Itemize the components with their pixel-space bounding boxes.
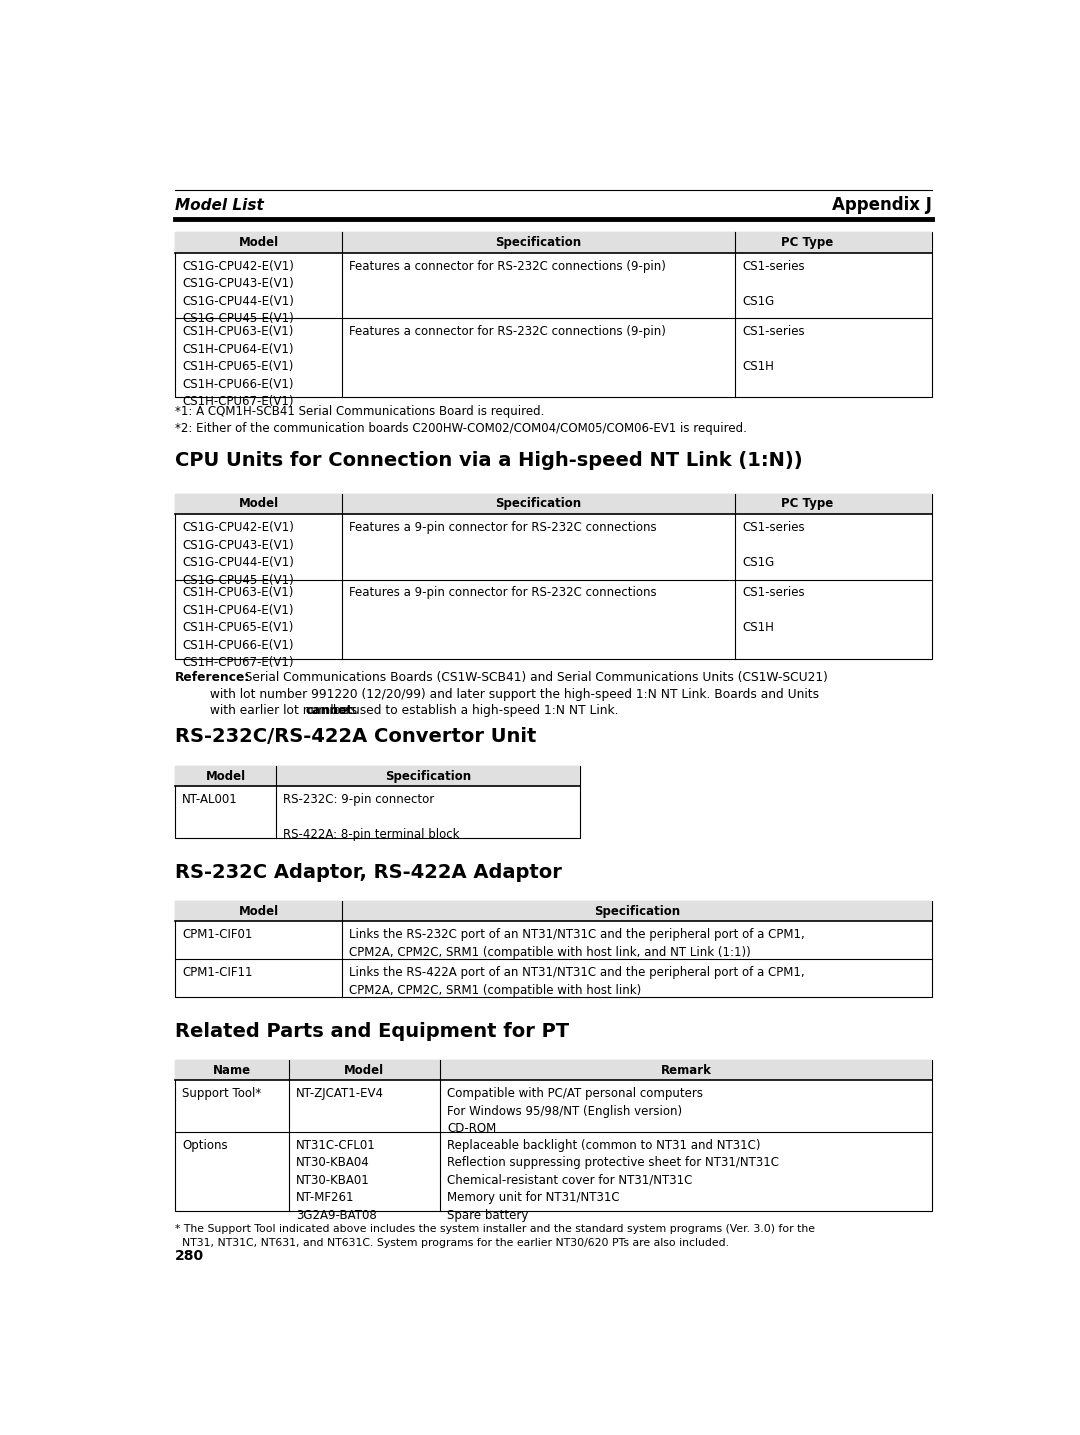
Text: Model: Model: [239, 235, 279, 248]
Text: CPM1-CIF11: CPM1-CIF11: [183, 966, 253, 979]
Text: Features a connector for RS-232C connections (9-pin): Features a connector for RS-232C connect…: [349, 326, 665, 339]
Text: Support Tool*: Support Tool*: [183, 1088, 261, 1101]
Text: 280: 280: [175, 1248, 204, 1263]
Text: CS1H-CPU63-E(V1)
CS1H-CPU64-E(V1)
CS1H-CPU65-E(V1)
CS1H-CPU66-E(V1)
CS1H-CPU67-E: CS1H-CPU63-E(V1) CS1H-CPU64-E(V1) CS1H-C…: [183, 326, 294, 408]
Text: with earlier lot numbers: with earlier lot numbers: [175, 705, 362, 718]
Text: Model: Model: [239, 904, 279, 918]
Bar: [175, 901, 932, 921]
Text: Reference:: Reference:: [175, 672, 251, 684]
Text: RS-232C: 9-pin connector

RS-422A: 8-pin terminal block: RS-232C: 9-pin connector RS-422A: 8-pin …: [283, 794, 460, 841]
Text: Specification: Specification: [496, 235, 581, 248]
Text: Features a 9-pin connector for RS-232C connections: Features a 9-pin connector for RS-232C c…: [349, 521, 657, 534]
Text: Features a connector for RS-232C connections (9-pin): Features a connector for RS-232C connect…: [349, 260, 665, 273]
Text: PC Type: PC Type: [781, 235, 833, 248]
Text: Specification: Specification: [386, 769, 471, 782]
Text: Model: Model: [345, 1063, 384, 1076]
Text: * The Support Tool indicated above includes the system installer and the standar: * The Support Tool indicated above inclu…: [175, 1224, 815, 1248]
Text: Related Parts and Equipment for PT: Related Parts and Equipment for PT: [175, 1022, 569, 1040]
Text: Specification: Specification: [594, 904, 679, 918]
Bar: [175, 494, 932, 514]
Bar: [175, 901, 932, 997]
Text: Model: Model: [239, 498, 279, 511]
Bar: [175, 232, 932, 253]
Text: NT-ZJCAT1-EV4: NT-ZJCAT1-EV4: [296, 1088, 383, 1101]
Text: CS1-series

CS1H: CS1-series CS1H: [742, 587, 805, 634]
Text: CS1-series

CS1G: CS1-series CS1G: [742, 260, 805, 307]
Text: with lot number 991220 (12/20/99) and later support the high-speed 1:N NT Link. : with lot number 991220 (12/20/99) and la…: [175, 687, 820, 700]
Text: CS1G-CPU42-E(V1)
CS1G-CPU43-E(V1)
CS1G-CPU44-E(V1)
CS1G-CPU45-E(V1): CS1G-CPU42-E(V1) CS1G-CPU43-E(V1) CS1G-C…: [183, 521, 294, 587]
Text: Appendix J: Appendix J: [832, 197, 932, 214]
Bar: [175, 1060, 932, 1081]
Bar: [175, 766, 580, 786]
Text: Model List: Model List: [175, 198, 264, 212]
Text: RS-232C Adaptor, RS-422A Adaptor: RS-232C Adaptor, RS-422A Adaptor: [175, 862, 563, 881]
Text: Model: Model: [206, 769, 246, 782]
Text: Remark: Remark: [661, 1063, 712, 1076]
Text: Compatible with PC/AT personal computers
For Windows 95/98/NT (English version)
: Compatible with PC/AT personal computers…: [447, 1088, 703, 1135]
Text: be used to establish a high-speed 1:N NT Link.: be used to establish a high-speed 1:N NT…: [328, 705, 618, 718]
Bar: [175, 494, 932, 659]
Bar: [175, 766, 580, 838]
Text: CS1-series

CS1H: CS1-series CS1H: [742, 326, 805, 373]
Text: CS1G-CPU42-E(V1)
CS1G-CPU43-E(V1)
CS1G-CPU44-E(V1)
CS1G-CPU45-E(V1): CS1G-CPU42-E(V1) CS1G-CPU43-E(V1) CS1G-C…: [183, 260, 294, 326]
Text: Links the RS-422A port of an NT31/NT31C and the peripheral port of a CPM1,
CPM2A: Links the RS-422A port of an NT31/NT31C …: [349, 966, 805, 996]
Text: Specification: Specification: [496, 498, 581, 511]
Text: CPM1-CIF01: CPM1-CIF01: [183, 928, 253, 941]
Text: *1: A CQM1H-SCB41 Serial Communications Board is required.: *1: A CQM1H-SCB41 Serial Communications …: [175, 405, 544, 418]
Text: RS-232C/RS-422A Convertor Unit: RS-232C/RS-422A Convertor Unit: [175, 728, 537, 746]
Text: PC Type: PC Type: [781, 498, 833, 511]
Text: *2: Either of the communication boards C200HW-COM02/COM04/COM05/COM06-EV1 is req: *2: Either of the communication boards C…: [175, 422, 747, 435]
Text: NT-AL001: NT-AL001: [183, 794, 238, 806]
Text: Links the RS-232C port of an NT31/NT31C and the peripheral port of a CPM1,
CPM2A: Links the RS-232C port of an NT31/NT31C …: [349, 928, 805, 959]
Text: CS1-series

CS1G: CS1-series CS1G: [742, 521, 805, 570]
Text: Options: Options: [183, 1139, 228, 1152]
Text: Features a 9-pin connector for RS-232C connections: Features a 9-pin connector for RS-232C c…: [349, 587, 657, 600]
Text: cannot: cannot: [306, 705, 353, 718]
Text: CS1H-CPU63-E(V1)
CS1H-CPU64-E(V1)
CS1H-CPU65-E(V1)
CS1H-CPU66-E(V1)
CS1H-CPU67-E: CS1H-CPU63-E(V1) CS1H-CPU64-E(V1) CS1H-C…: [183, 587, 294, 670]
Text: NT31C-CFL01
NT30-KBA04
NT30-KBA01
NT-MF261
3G2A9-BAT08: NT31C-CFL01 NT30-KBA04 NT30-KBA01 NT-MF2…: [296, 1139, 377, 1223]
Text: Replaceable backlight (common to NT31 and NT31C)
Reflection suppressing protecti: Replaceable backlight (common to NT31 an…: [447, 1139, 779, 1223]
Bar: [175, 232, 932, 397]
Text: Name: Name: [213, 1063, 251, 1076]
Text: CPU Units for Connection via a High-speed NT Link (1:N)): CPU Units for Connection via a High-spee…: [175, 452, 802, 471]
Text: Serial Communications Boards (CS1W-SCB41) and Serial Communications Units (CS1W-: Serial Communications Boards (CS1W-SCB41…: [238, 672, 828, 684]
Bar: [175, 1060, 932, 1211]
